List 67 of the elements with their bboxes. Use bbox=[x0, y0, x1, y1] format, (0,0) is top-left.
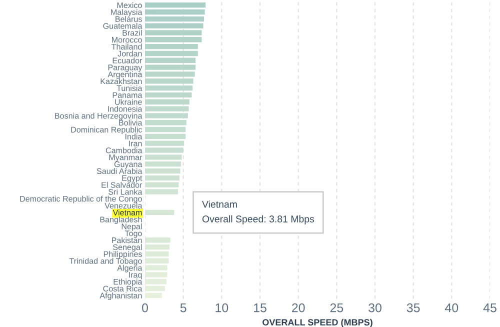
y-tick-label: Dominican Republic bbox=[71, 126, 142, 134]
annotation: Vietnam Overall Speed: 3.81 Mbps bbox=[202, 200, 314, 224]
y-tick-label: Thailand bbox=[112, 44, 142, 50]
bar bbox=[145, 168, 180, 174]
y-tick-label: Vietnam bbox=[112, 210, 142, 216]
y-tick-label: Pakistan bbox=[112, 237, 142, 244]
bar bbox=[145, 50, 198, 56]
bar bbox=[145, 92, 192, 98]
y-tick-label: Indonesia bbox=[108, 106, 142, 112]
y-tick-label: Democratic Republic of the Congo bbox=[20, 196, 142, 204]
y-tick-label: Ecuador bbox=[112, 57, 142, 64]
y-tick-label: Iran bbox=[129, 140, 142, 146]
x-tick-label: 5 bbox=[180, 304, 186, 312]
bar bbox=[145, 210, 174, 216]
y-tick-label: Cambodia bbox=[106, 147, 142, 154]
y-tick-label: Iraq bbox=[129, 272, 142, 280]
y-tick-label: Sri Lanka bbox=[108, 188, 142, 195]
y-tick-label: Bangladesh bbox=[100, 216, 142, 224]
x-tick-label: 30 bbox=[368, 303, 382, 312]
y-tick-label: Ethiopia bbox=[114, 278, 142, 286]
y-tick-label: Saudi Arabia bbox=[96, 168, 142, 174]
y-tick-label: Jordan bbox=[118, 50, 142, 56]
bar bbox=[145, 85, 193, 91]
x-tick-label: 15 bbox=[254, 304, 266, 312]
y-tick-label: El Salvador bbox=[102, 182, 142, 188]
x-tick-label: 45 bbox=[483, 304, 496, 312]
bar bbox=[145, 292, 162, 298]
x-tick-label: 25 bbox=[330, 303, 344, 312]
y-tick-label: Trinidad and Tobago bbox=[69, 258, 142, 266]
bar bbox=[145, 9, 205, 15]
y-tick-label: Egypt bbox=[122, 175, 142, 182]
y-tick-label: Tunisia bbox=[116, 85, 142, 92]
y-tick-label: Paraguay bbox=[108, 64, 142, 72]
y-tick-label: Guatemala bbox=[103, 22, 142, 29]
y-tick-label: Venezuela bbox=[104, 202, 142, 209]
y-tick-label: Nepal bbox=[122, 223, 142, 231]
x-axis-title: OVERALL SPEED (MBPS) bbox=[262, 318, 372, 327]
x-tick-label: 35 bbox=[406, 303, 420, 312]
y-tick-label: Togo bbox=[124, 230, 142, 238]
y-tick-label: Senegal bbox=[113, 244, 142, 252]
y-tick-label: Morocco bbox=[112, 37, 142, 43]
bar bbox=[145, 126, 186, 132]
y-tick-label: Brazil bbox=[122, 30, 142, 36]
y-tick-label: Costa Rica bbox=[103, 286, 142, 292]
y-tick-label: Argentina bbox=[108, 71, 142, 79]
bar bbox=[145, 134, 186, 140]
y-tick-label: Afghanistan bbox=[100, 292, 142, 300]
y-tick-label: Bolivia bbox=[119, 120, 142, 126]
y-tick-label: Bosnia and Herzegovina bbox=[55, 112, 142, 120]
bar bbox=[145, 286, 165, 292]
y-tick-label: Malaysia bbox=[111, 9, 142, 17]
y-tick-label: Algeria bbox=[117, 264, 142, 272]
x-tick-label: 0 bbox=[142, 303, 148, 312]
y-tick-label: Belarus bbox=[116, 16, 142, 22]
x-tick-label: 20 bbox=[292, 303, 305, 312]
bar bbox=[145, 2, 206, 8]
x-tick-label: 10 bbox=[216, 303, 228, 312]
bar bbox=[145, 44, 198, 50]
y-tick-label: Kazakhstan bbox=[100, 78, 142, 84]
y-tick-label: Guyana bbox=[114, 161, 142, 169]
y-tick-label: Mexico bbox=[117, 2, 142, 8]
y-tick-label: Ukraine bbox=[115, 98, 142, 105]
y-tick-label: Panama bbox=[112, 92, 142, 98]
y-tick-label: Myanmar bbox=[109, 154, 142, 162]
y-tick-label: India bbox=[126, 134, 142, 140]
y-tick-label: Philippines bbox=[104, 251, 142, 259]
x-tick-label: 40 bbox=[445, 303, 458, 312]
